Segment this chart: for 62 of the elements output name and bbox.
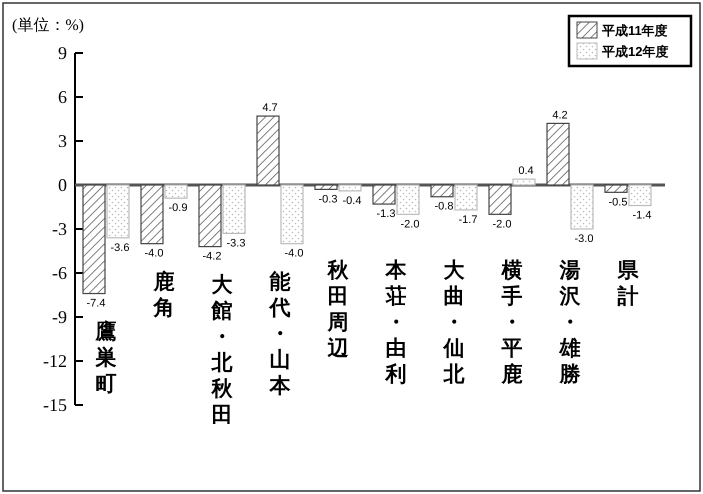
x-tick-label: 横手・平鹿 bbox=[500, 259, 522, 386]
y-tick-label: 9 bbox=[58, 43, 67, 63]
bar bbox=[82, 184, 106, 294]
data-label: -7.4 bbox=[86, 298, 106, 310]
data-label: 4.7 bbox=[262, 102, 278, 114]
y-tick-label: -12 bbox=[43, 351, 67, 371]
bar bbox=[604, 184, 628, 193]
data-label: -0.4 bbox=[342, 194, 362, 207]
bar bbox=[512, 178, 536, 186]
bar bbox=[430, 184, 454, 198]
bar bbox=[372, 184, 396, 205]
y-tick-label: -3 bbox=[52, 219, 67, 239]
bar bbox=[106, 184, 130, 238]
legend-label: 平成12年度 bbox=[601, 44, 668, 59]
data-label: -3.3 bbox=[226, 237, 246, 250]
bar bbox=[396, 184, 420, 215]
data-label: -3.0 bbox=[574, 233, 594, 245]
data-label: -1.7 bbox=[458, 214, 478, 226]
x-tick-label: 鷹巣町 bbox=[94, 320, 116, 396]
y-tick-label: 3 bbox=[58, 131, 67, 151]
data-label: -0.5 bbox=[608, 196, 628, 208]
bar bbox=[546, 122, 570, 186]
x-tick-label: 湯沢・雄勝 bbox=[558, 259, 582, 386]
bar bbox=[314, 184, 338, 190]
y-tick-label: 6 bbox=[58, 87, 67, 107]
data-label: -3.6 bbox=[110, 242, 130, 254]
x-tick-label: 本荘・由利 bbox=[384, 259, 408, 386]
bar bbox=[338, 184, 362, 192]
data-label: 0.4 bbox=[518, 165, 534, 178]
bar bbox=[164, 184, 188, 199]
data-label: -1.4 bbox=[632, 210, 652, 222]
bar bbox=[454, 184, 478, 211]
y-tick-label: 0 bbox=[58, 175, 67, 195]
bar bbox=[256, 115, 280, 186]
data-label: -1.3 bbox=[376, 208, 396, 220]
x-tick-label: 鹿角 bbox=[152, 270, 174, 320]
data-label: -2.0 bbox=[492, 218, 512, 230]
x-tick-label: 大館・北秋田 bbox=[210, 274, 234, 427]
bar bbox=[222, 184, 246, 234]
bar bbox=[140, 184, 164, 244]
x-tick-label: 秋田周辺 bbox=[326, 259, 350, 360]
data-label: -2.0 bbox=[400, 218, 420, 230]
y-tick-label: -9 bbox=[52, 307, 67, 327]
data-label: -0.8 bbox=[434, 200, 454, 213]
y-tick-label: -6 bbox=[52, 263, 67, 283]
x-tick-label: 能代・山本 bbox=[268, 270, 292, 398]
x-tick-label: 県計 bbox=[616, 259, 640, 308]
bar bbox=[628, 184, 652, 206]
y-tick-label: -15 bbox=[43, 395, 67, 415]
data-label: -4.0 bbox=[284, 248, 304, 260]
legend-label: 平成11年度 bbox=[601, 23, 668, 38]
y-axis-title: (単位：%) bbox=[12, 17, 84, 34]
data-label: -4.2 bbox=[202, 250, 222, 263]
bar bbox=[488, 184, 512, 215]
data-label: 4.2 bbox=[552, 109, 568, 122]
bar bbox=[280, 184, 304, 244]
bar bbox=[570, 184, 594, 230]
data-label: -0.3 bbox=[318, 193, 338, 206]
data-label: -4.0 bbox=[144, 248, 164, 260]
x-tick-label: 大曲・仙北 bbox=[442, 259, 466, 386]
bar bbox=[198, 184, 222, 248]
data-label: -0.9 bbox=[168, 202, 188, 214]
